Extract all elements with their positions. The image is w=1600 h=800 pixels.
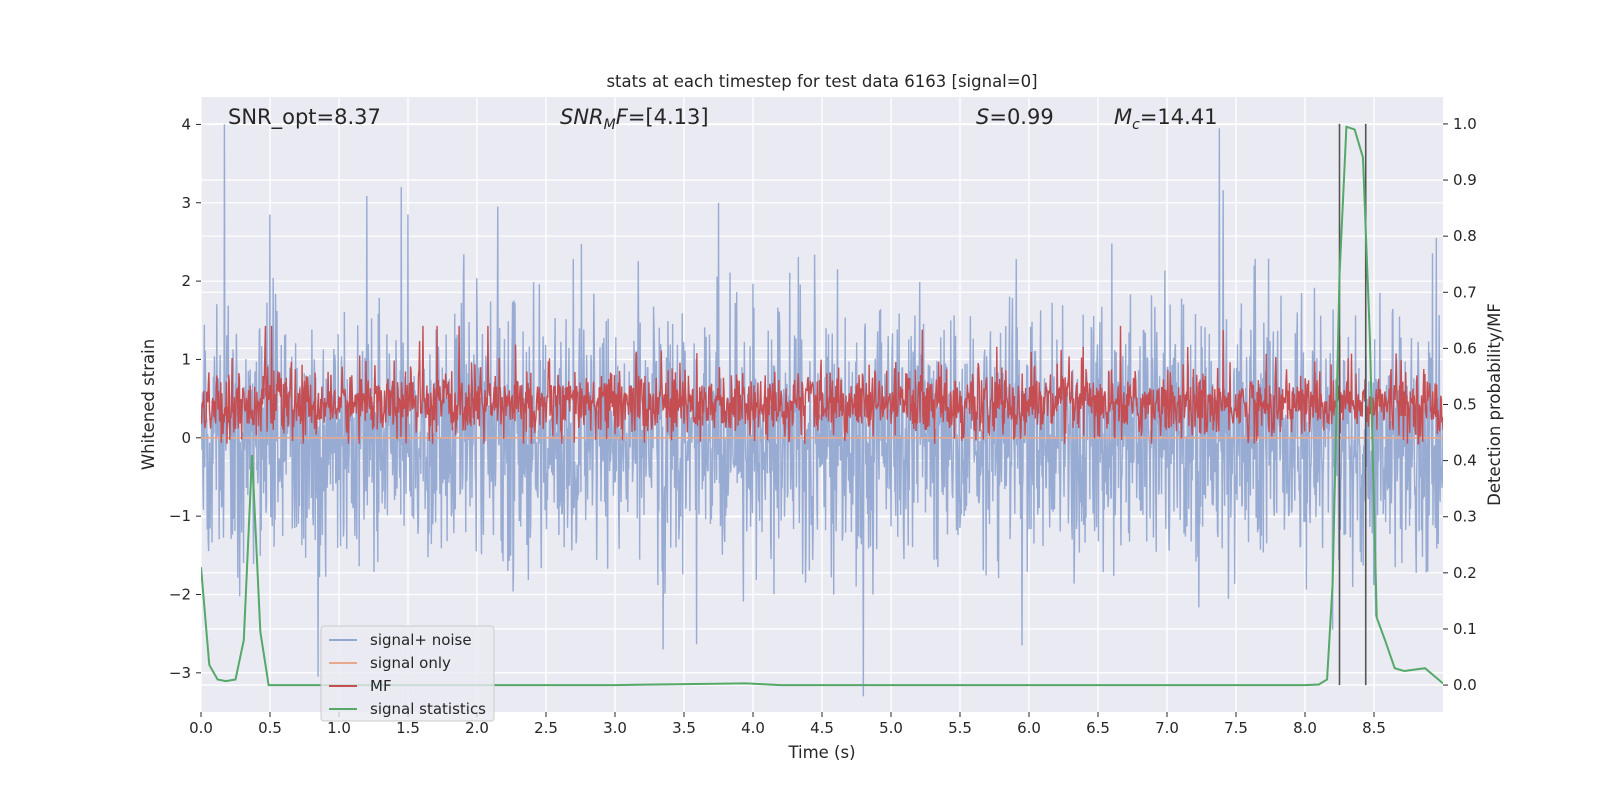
x-tick-label: 3.5 — [672, 719, 696, 737]
left-tick-label: −2 — [169, 585, 191, 603]
left-tick-label: 1 — [181, 350, 191, 368]
series-signal-statistics — [201, 125, 1443, 687]
legend: signal+ noise signal only MF signal statist… — [320, 625, 495, 722]
right-tick-label: 0.6 — [1453, 339, 1477, 357]
x-tick-label: 1.5 — [396, 719, 420, 737]
legend-frame — [320, 625, 495, 722]
x-tick-label: 7.5 — [1224, 719, 1248, 737]
right-tick-label: 0.4 — [1453, 452, 1477, 470]
x-tick-label: 6.5 — [1086, 719, 1110, 737]
x-tick-label: 8.5 — [1362, 719, 1386, 737]
x-tick-label: 2.5 — [534, 719, 558, 737]
right-axis-ticks: 0.0 0.1 0.2 0.3 0.4 0.5 0.6 0.7 0.8 0.9 1.0 — [1443, 115, 1477, 694]
x-tick-label: 4.0 — [741, 719, 765, 737]
right-tick-label: 0.3 — [1453, 508, 1477, 526]
annotation-s-rest: =0.99 — [989, 105, 1053, 129]
x-tick-label: 1.0 — [327, 719, 351, 737]
legend-label: signal+ noise — [370, 631, 472, 649]
series-mf — [201, 325, 1443, 445]
x-tick-label: 2.0 — [465, 719, 489, 737]
x-tick-label: 5.5 — [948, 719, 972, 737]
right-axis-label: Detection probability/MF — [1485, 303, 1504, 506]
annotation-snr-mf: SNRMF=[4.13] — [560, 105, 709, 133]
annotation-snr-mf-f: F — [616, 105, 629, 129]
series-signal-noise — [201, 124, 1443, 697]
annotation-snr-mf-rest: F=[4.13] — [616, 105, 709, 129]
annotation-s: S=0.99 — [976, 105, 1054, 129]
plot-area — [200, 97, 1443, 712]
legend-label: signal statistics — [370, 700, 486, 718]
annotation-mc: Mc=14.41 — [1114, 105, 1218, 133]
left-tick-label: 2 — [181, 272, 191, 290]
annotation-mc-rest: =14.41 — [1140, 105, 1218, 129]
data-layer — [201, 123, 1443, 697]
annotation-snr-mf-base: SNR — [560, 105, 604, 129]
annotations: SNR_opt=8.37 SNRMF=[4.13] S=0.99 Mc=14.4… — [228, 105, 1218, 133]
left-tick-label: 0 — [181, 429, 191, 447]
x-axis-ticks: 0.0 0.5 1.0 1.5 2.0 2.5 3.0 3.5 4.0 4.5 5.0 5.5 6.0 6… — [189, 712, 1386, 737]
left-tick-label: 3 — [181, 194, 191, 212]
x-tick-label: 3.0 — [603, 719, 627, 737]
x-axis-label: Time (s) — [787, 743, 855, 762]
x-tick-label: 0.0 — [189, 719, 213, 737]
annotation-snr-opt: SNR_opt=8.37 — [228, 105, 381, 130]
chart-title: stats at each timestep for test data 616… — [606, 72, 1037, 91]
left-tick-label: 4 — [181, 115, 191, 133]
right-tick-label: 0.0 — [1453, 676, 1477, 694]
left-tick-label: −1 — [169, 507, 191, 525]
legend-label: signal only — [370, 654, 451, 672]
x-tick-label: 8.0 — [1293, 719, 1317, 737]
annotation-snr-mf-sub: M — [604, 117, 616, 133]
left-axis-ticks: −3 −2 −1 0 1 2 3 4 — [169, 115, 201, 682]
right-tick-label: 1.0 — [1453, 115, 1477, 133]
right-tick-label: 0.7 — [1453, 283, 1477, 301]
x-tick-label: 7.0 — [1155, 719, 1179, 737]
legend-label: MF — [370, 677, 392, 695]
x-tick-label: 6.0 — [1017, 719, 1041, 737]
right-tick-label: 0.5 — [1453, 396, 1477, 414]
left-axis-label: Whitened strain — [139, 339, 158, 470]
right-tick-label: 0.2 — [1453, 564, 1477, 582]
x-tick-label: 4.5 — [810, 719, 834, 737]
x-tick-label: 5.0 — [879, 719, 903, 737]
annotation-mc-base: M — [1114, 105, 1132, 129]
x-tick-label: 0.5 — [258, 719, 282, 737]
right-tick-label: 0.9 — [1453, 171, 1477, 189]
right-tick-label: 0.1 — [1453, 620, 1477, 638]
left-tick-label: −3 — [169, 664, 191, 682]
right-tick-label: 0.8 — [1453, 227, 1477, 245]
annotation-s-base: S — [976, 105, 989, 129]
annotation-mc-sub: c — [1132, 117, 1140, 133]
